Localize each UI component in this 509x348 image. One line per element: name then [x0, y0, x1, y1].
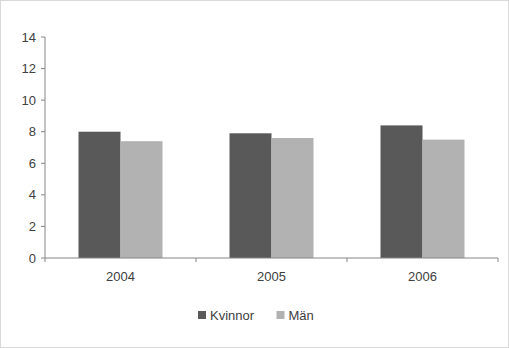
- y-tick-label: 6: [29, 156, 36, 171]
- x-axis: [45, 258, 498, 259]
- legend: Kvinnor Män: [198, 308, 314, 323]
- x-tick: [196, 258, 197, 262]
- y-tick-label: 2: [29, 219, 36, 234]
- y-tick-label: 10: [22, 93, 36, 108]
- y-tick-label: 12: [22, 61, 36, 76]
- legend-label: Män: [289, 308, 314, 323]
- bar: [423, 140, 465, 258]
- chart-border: [1, 1, 509, 348]
- y-axis: [45, 37, 46, 258]
- y-tick: [41, 37, 45, 38]
- x-tick-label: 2005: [257, 269, 286, 284]
- x-tick-label: 2006: [408, 269, 437, 284]
- legend-swatch: [277, 311, 285, 319]
- y-tick: [41, 194, 45, 195]
- x-tick: [347, 258, 348, 262]
- bar: [121, 141, 163, 258]
- y-tick-label: 8: [29, 124, 36, 139]
- x-tick-label: 2004: [106, 269, 135, 284]
- chart: 0 2 4 6 8 10 12 14 2004 2005 2006 Kvinnor Män: [0, 0, 509, 348]
- bar: [79, 132, 121, 258]
- bar: [230, 133, 272, 258]
- x-tick: [498, 258, 499, 262]
- y-tick: [41, 131, 45, 132]
- bar: [381, 125, 423, 258]
- y-tick-label: 4: [29, 187, 36, 202]
- x-tick: [45, 258, 46, 262]
- y-tick-label: 14: [22, 30, 36, 45]
- legend-swatch: [198, 311, 206, 319]
- y-tick-label: 0: [29, 251, 36, 266]
- y-tick: [41, 100, 45, 101]
- legend-label: Kvinnor: [210, 308, 255, 323]
- y-tick: [41, 226, 45, 227]
- bar: [272, 138, 314, 258]
- bars: [79, 125, 465, 258]
- y-tick: [41, 68, 45, 69]
- y-tick: [41, 258, 45, 259]
- y-tick: [41, 163, 45, 164]
